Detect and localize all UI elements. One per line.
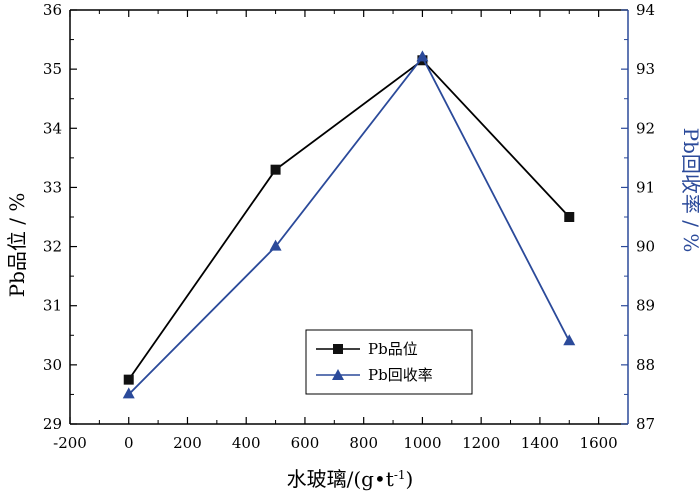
data-point-recovery <box>122 387 135 399</box>
right-y-tick-label: 89 <box>636 297 655 315</box>
left-y-tick-label: 34 <box>43 119 62 137</box>
x-tick-label: 200 <box>173 434 202 452</box>
right-y-tick-label: 94 <box>636 1 655 19</box>
left-y-tick-label: 30 <box>43 356 62 374</box>
legend-label-recovery: Pb回收率 <box>368 366 433 384</box>
right-y-tick-label: 87 <box>636 415 655 433</box>
data-point-grade <box>564 212 575 222</box>
left-y-axis-label: Pb品位 / % <box>5 193 29 298</box>
x-ticks: -200 0 200 400 600 800 1000 1200 1400 1600 <box>53 10 618 452</box>
series-group <box>122 50 576 399</box>
legend-marker-grade <box>333 344 343 354</box>
x-tick-label: 1200 <box>462 434 500 452</box>
right-y-ticks: 87 88 89 90 91 92 93 94 <box>621 1 655 433</box>
x-tick-label: 600 <box>291 434 320 452</box>
data-point-recovery <box>563 334 576 346</box>
right-y-tick-label: 92 <box>636 119 655 137</box>
left-y-tick-label: 31 <box>43 297 62 315</box>
data-point-recovery <box>416 50 429 62</box>
left-y-tick-label: 32 <box>43 238 62 256</box>
legend-item-grade: Pb品位 <box>316 340 418 358</box>
legend-box <box>305 329 473 395</box>
series-line-1 <box>128 55 571 396</box>
left-y-tick-label: 29 <box>43 415 62 433</box>
x-tick-label: -200 <box>53 434 87 452</box>
legend: Pb品位 Pb回收率 <box>305 329 473 395</box>
right-y-tick-label: 88 <box>636 356 655 374</box>
x-tick-label: 0 <box>124 434 134 452</box>
data-point-grade <box>123 374 134 385</box>
right-y-axis-label: Pb回收率 / % <box>679 128 700 253</box>
left-y-tick-label: 36 <box>43 1 62 19</box>
left-y-tick-label: 35 <box>43 60 62 78</box>
right-y-tick-label: 90 <box>636 238 655 256</box>
legend-label-grade: Pb品位 <box>368 340 418 358</box>
left-y-ticks: 29 30 31 32 33 34 35 36 <box>43 1 77 433</box>
data-point-recovery <box>269 239 282 251</box>
right-y-tick-label: 93 <box>636 60 655 78</box>
x-tick-label: 800 <box>349 434 378 452</box>
x-axis-label: 水玻璃/(g•t-1) <box>287 467 414 491</box>
data-point-grade <box>270 164 281 175</box>
x-tick-label: 1000 <box>403 434 441 452</box>
legend-marker-recovery <box>332 369 344 380</box>
series-line-0 <box>127 59 570 381</box>
right-y-tick-label: 91 <box>636 178 655 196</box>
legend-item-recovery: Pb回收率 <box>316 366 433 384</box>
x-tick-label: 1400 <box>521 434 559 452</box>
left-y-tick-label: 33 <box>43 178 62 196</box>
x-tick-label: 400 <box>232 434 261 452</box>
x-tick-label: 1600 <box>580 434 618 452</box>
